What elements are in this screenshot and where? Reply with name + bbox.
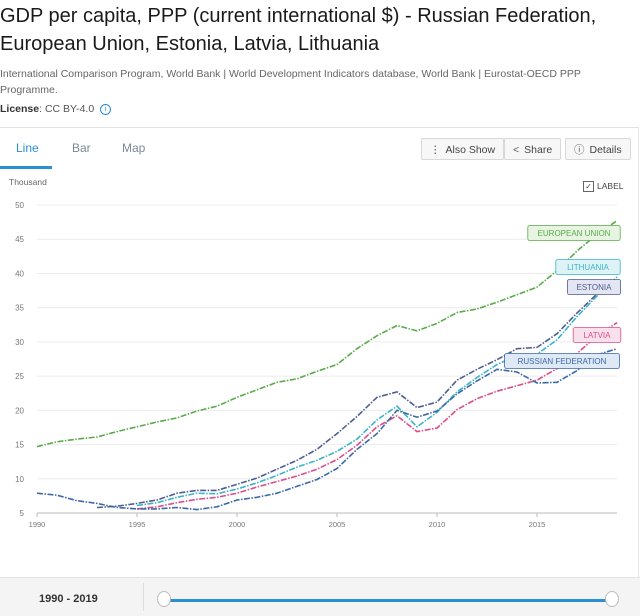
more-vertical-icon: ⋮ — [430, 144, 441, 156]
y-tick-label: 5 — [20, 509, 25, 518]
series-label-box — [572, 327, 622, 343]
label-toggle[interactable]: ✓ LABEL — [583, 181, 624, 193]
range-start-handle[interactable] — [157, 591, 171, 607]
x-tick-label: 1990 — [29, 520, 46, 529]
license-value: : CC BY-4.0 — [39, 103, 95, 115]
range-label: 1990 - 2019 — [39, 593, 98, 605]
tab-map[interactable]: Map — [122, 141, 146, 155]
page-title: GDP per capita, PPP (current internation… — [0, 5, 597, 55]
y-tick-label: 50 — [15, 201, 24, 210]
y-tick-label: 25 — [15, 372, 24, 381]
series-line — [36, 347, 618, 511]
y-tick-label: 15 — [15, 441, 24, 450]
series-line — [136, 276, 618, 507]
line-chart: 5 10 15 20 25 30 35 40 45 50 1990 1995 2000 2005 2010 2… — [15, 201, 622, 529]
share-button[interactable]: < Share — [504, 138, 562, 160]
series-label-box — [504, 353, 620, 369]
series-label: ESTONIA — [577, 283, 613, 292]
license-line: License: CC BY-4.0 i — [0, 103, 112, 115]
series-label-box — [555, 259, 621, 275]
share-icon: < — [513, 144, 520, 156]
x-tick-label: 2015 — [529, 520, 546, 529]
series-line — [96, 281, 618, 509]
series-label-layer: EUROPEAN UNION LITHUANIA ESTONIA LATVIA RUSS… — [504, 225, 622, 369]
chart-panel: Line Bar Map ⋮ Also Show < Share ⓘ Details … — [0, 127, 639, 614]
series-label-box — [567, 279, 622, 295]
y-tick-label: 45 — [15, 235, 24, 244]
y-tick-label: 10 — [15, 475, 24, 484]
series-label: LITHUANIA — [567, 263, 609, 272]
info-icon[interactable]: i — [100, 103, 112, 115]
axis-layer: 5 10 15 20 25 30 35 40 45 50 1990 1995 2000 2005 2010 2… — [15, 201, 617, 529]
also-show-label: Also Show — [445, 144, 496, 156]
active-tab-indicator — [0, 166, 52, 169]
y-tick-label: 30 — [15, 338, 24, 347]
also-show-button[interactable]: ⋮ Also Show — [421, 138, 505, 160]
unit-label: Thousand — [9, 177, 47, 187]
x-tick-label: 2010 — [429, 520, 446, 529]
series-line — [36, 220, 618, 448]
series-label: RUSSIAN FEDERATION — [518, 357, 607, 366]
series-label: EUROPEAN UNION — [538, 229, 611, 238]
series-line — [136, 322, 618, 510]
range-bar — [0, 577, 640, 616]
x-tick-label: 2000 — [229, 520, 246, 529]
details-label: Details — [589, 144, 622, 156]
tab-bar[interactable]: Bar — [72, 141, 91, 155]
info-icon: ⓘ — [574, 144, 585, 156]
range-end-handle[interactable] — [605, 591, 619, 607]
tab-line[interactable]: Line — [16, 141, 39, 155]
range-slider-track[interactable] — [170, 599, 610, 602]
label-toggle-text: LABEL — [597, 181, 624, 191]
license-label: License — [0, 103, 40, 115]
source-note: International Comparison Program, World … — [0, 68, 581, 96]
y-tick-label: 20 — [15, 406, 24, 415]
chart-tabs: Line Bar Map — [0, 128, 638, 169]
y-tick-label: 40 — [15, 269, 24, 278]
details-button[interactable]: ⓘ Details — [565, 138, 631, 160]
grid-layer — [37, 204, 617, 514]
x-tick-label: 2005 — [329, 520, 346, 529]
series-label-box — [527, 225, 621, 241]
y-tick-label: 35 — [15, 304, 24, 313]
range-divider — [143, 583, 144, 611]
share-label: Share — [524, 144, 553, 156]
series-label: LATVIA — [584, 331, 612, 340]
checkbox-checked-icon: ✓ — [583, 181, 594, 193]
x-tick-label: 1995 — [129, 520, 146, 529]
